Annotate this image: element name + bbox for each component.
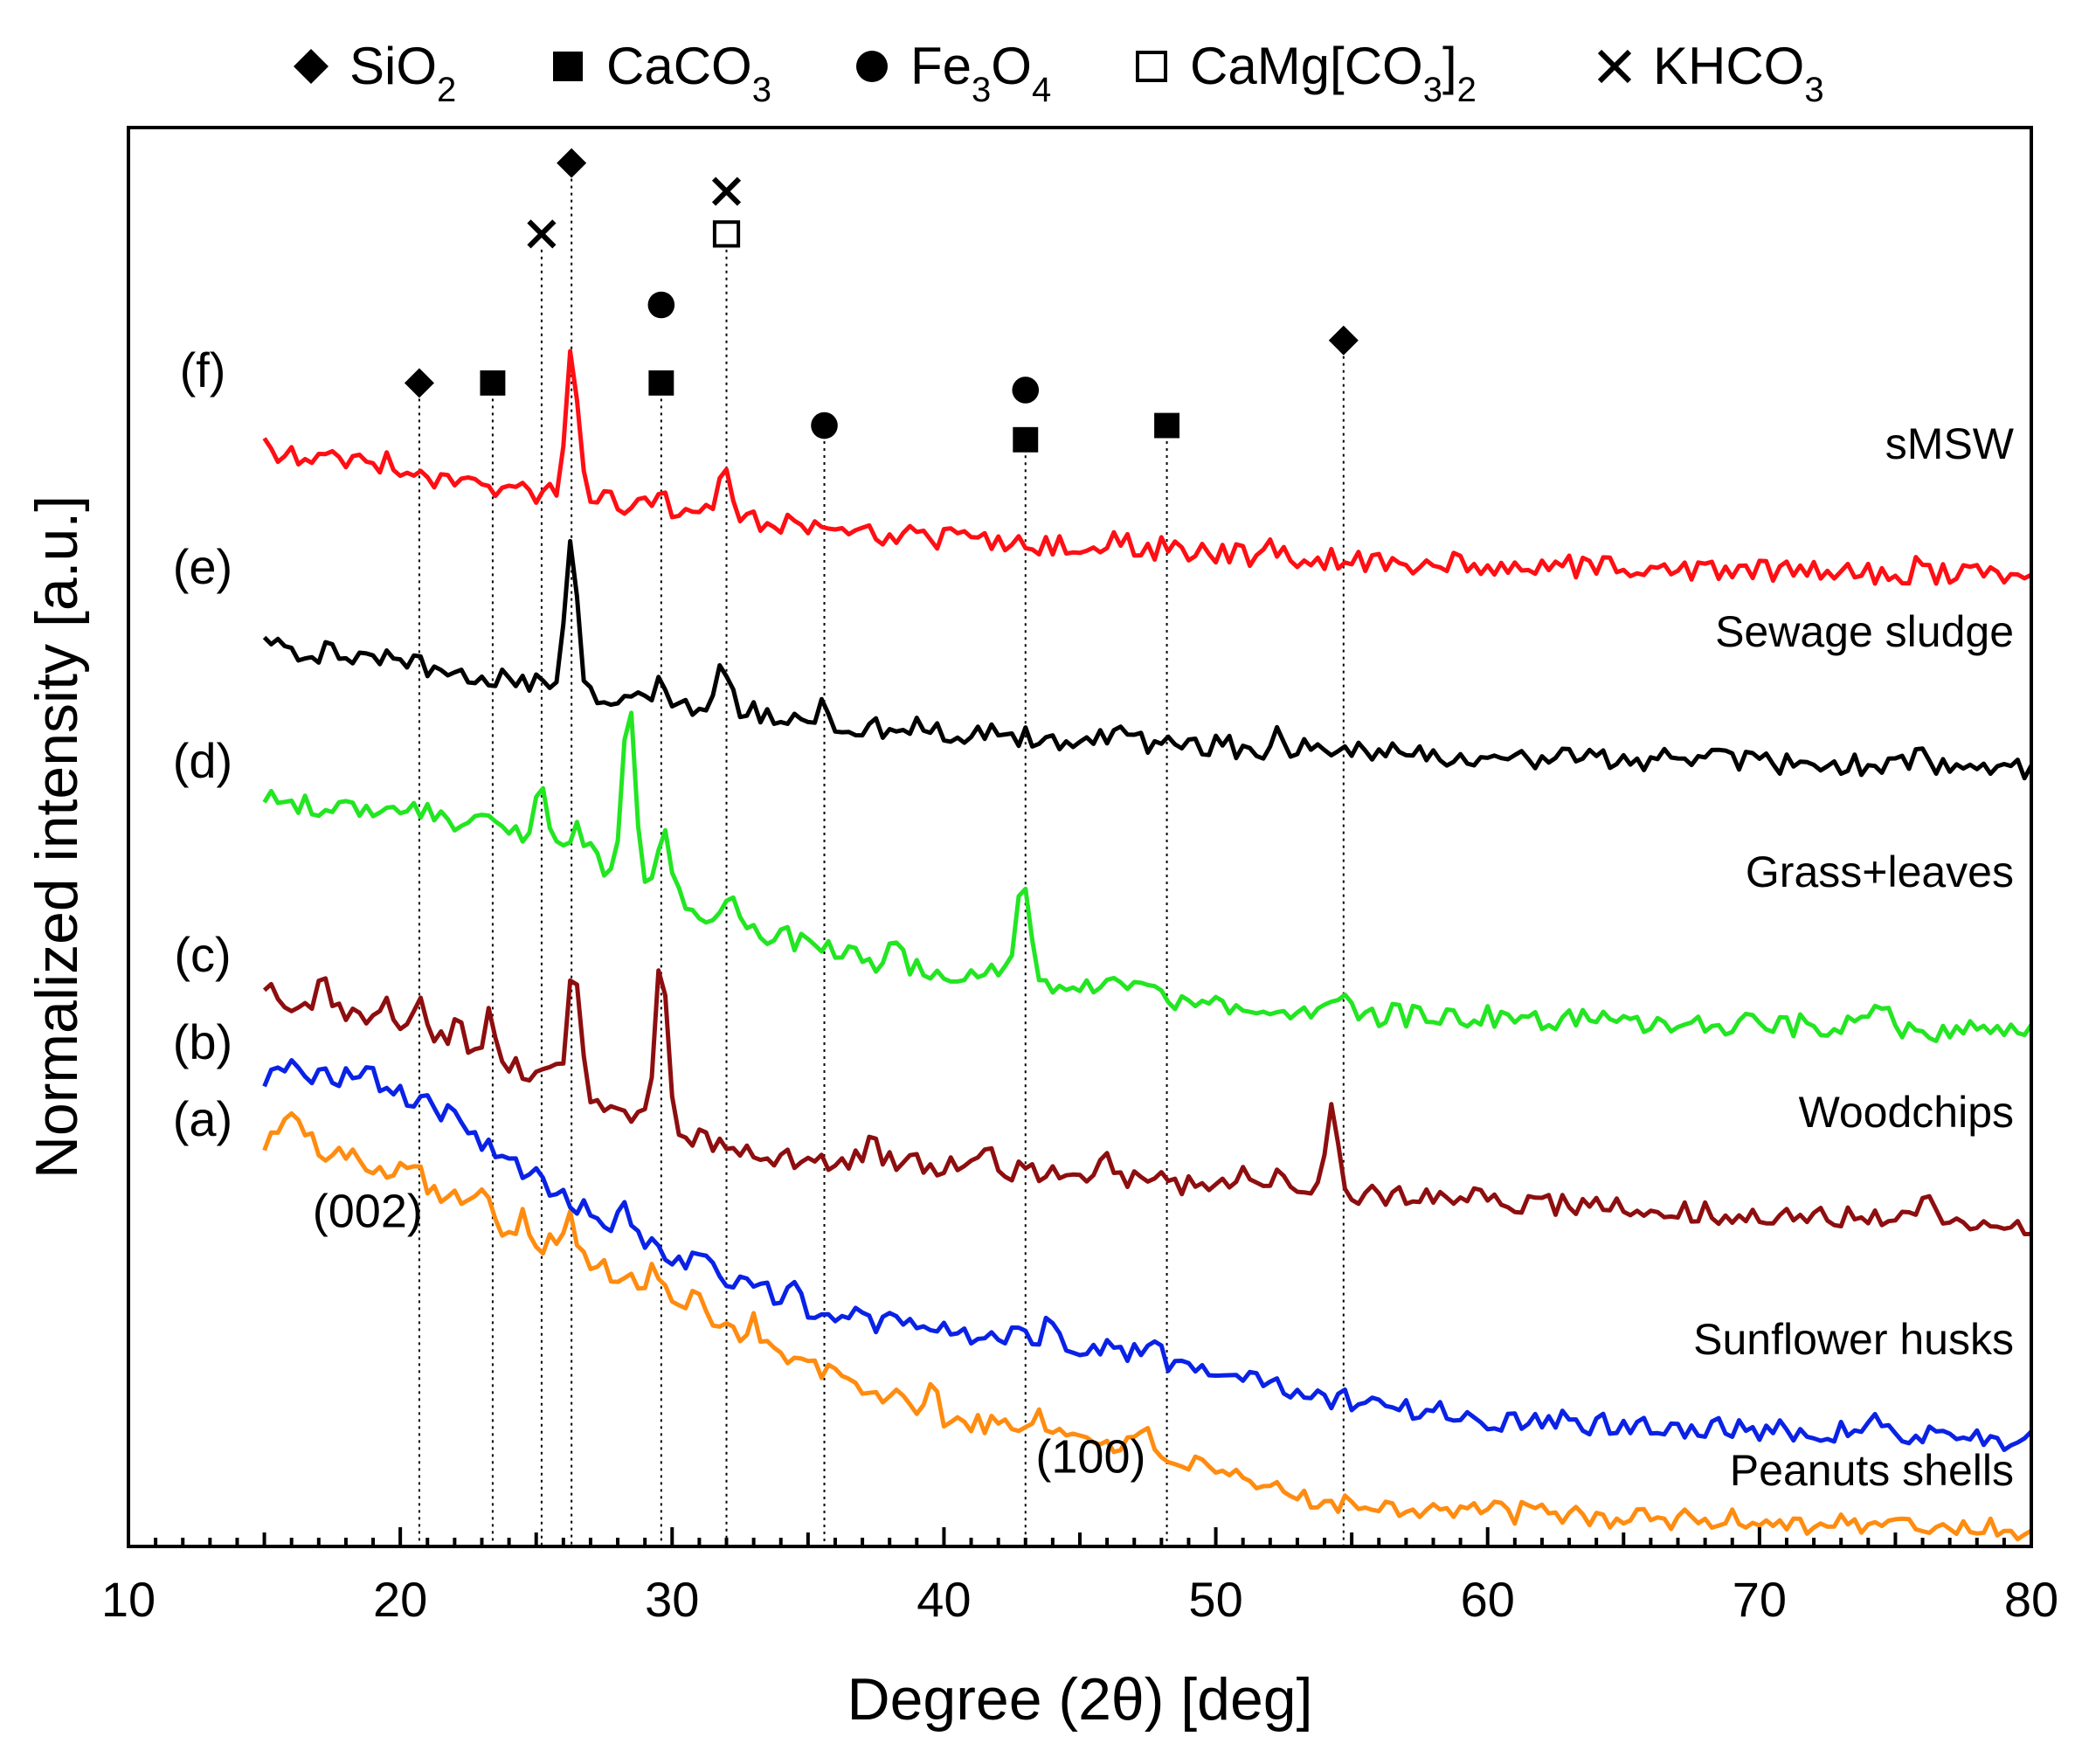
series-name-label: Peanuts shells (1730, 1446, 2014, 1495)
reflection-cross-icon (527, 219, 557, 249)
legend-item: KHCO3 (1597, 37, 1824, 109)
series-lines (262, 349, 2034, 1542)
reflection-markers (404, 148, 1359, 453)
legend-item: CaMg[CO3]2 (1136, 37, 1477, 109)
series-line-d (262, 710, 2034, 1043)
x-tick-label: 70 (1733, 1572, 1787, 1627)
peak-annotation: (002) (313, 1186, 423, 1238)
legend-label: CaMg[CO3]2 (1190, 37, 1477, 109)
legend-open-square-icon (1136, 51, 1167, 82)
reflection-open-square-icon (712, 220, 741, 248)
x-tick-label: 10 (101, 1572, 156, 1627)
reflection-cross-icon (711, 176, 742, 206)
x-tick-label: 40 (916, 1572, 971, 1627)
x-tick-label: 20 (373, 1572, 427, 1627)
x-tick-label: 60 (1461, 1572, 1515, 1627)
series-line-a (262, 1110, 2033, 1542)
series-letter-label: (b) (173, 1014, 232, 1069)
x-axis: 10 20 30 40 50 60 70 80 (101, 1527, 2058, 1627)
series-name-label: sMSW (1885, 419, 2015, 468)
series-name-label: Sewage sludge (1715, 607, 2014, 656)
reflection-diamond-icon (557, 148, 587, 178)
legend-label: SiO2 (349, 37, 456, 109)
x-tick-label: 50 (1188, 1572, 1242, 1627)
series-letter-label: (f) (180, 342, 226, 398)
reflection-guides (418, 178, 1345, 1546)
reflection-square-icon (480, 370, 506, 396)
series-line-f (262, 349, 2033, 586)
legend-diamond-icon (294, 49, 329, 84)
legend-label: Fe3O4 (910, 37, 1051, 109)
x-tick-label: 80 (2004, 1572, 2058, 1627)
series-labels: (a) Peanuts shells (b) Sunflower husks (c) Wo… (173, 342, 2015, 1495)
series-letter-label: (d) (173, 733, 232, 788)
legend-item: Fe3O4 (856, 37, 1051, 109)
series-letter-label: (c) (174, 927, 231, 982)
series-name-label: Woodchips (1799, 1088, 2014, 1137)
legend-square-icon (553, 52, 583, 81)
series-letter-label: (a) (173, 1091, 232, 1146)
series-line-c (262, 968, 2032, 1236)
reflection-square-icon (1154, 412, 1180, 439)
reflection-circle-icon (1012, 377, 1040, 404)
series-line-b (262, 1058, 2033, 1452)
peak-annotation: (100) (1035, 1431, 1145, 1484)
series-name-label: Sunflower husks (1693, 1315, 2014, 1364)
legend: SiO2 CaCO3 Fe3O4 CaMg[CO3]2 KHCO3 (294, 37, 1824, 109)
reflection-diamond-icon (404, 368, 434, 398)
legend-label: KHCO3 (1653, 37, 1824, 109)
reflection-circle-icon (811, 412, 838, 439)
series-name-label: Grass+leaves (1746, 847, 2014, 896)
legend-item: CaCO3 (553, 37, 771, 109)
x-axis-title: Degree (2θ) [deg] (847, 1666, 1313, 1733)
x-tick-label: 30 (645, 1572, 699, 1627)
reflection-diamond-icon (1328, 325, 1359, 356)
reflection-square-icon (1013, 426, 1039, 453)
y-axis-title: Normalized intensity [a.u.] (24, 495, 90, 1179)
legend-item: SiO2 (294, 37, 456, 109)
reflection-square-icon (648, 370, 674, 396)
legend-circle-icon (856, 51, 888, 82)
series-letter-label: (e) (173, 539, 232, 594)
series-line-e (262, 538, 2034, 781)
legend-cross-icon (1597, 49, 1632, 84)
reflection-circle-icon (647, 291, 675, 319)
legend-label: CaCO3 (606, 37, 771, 109)
